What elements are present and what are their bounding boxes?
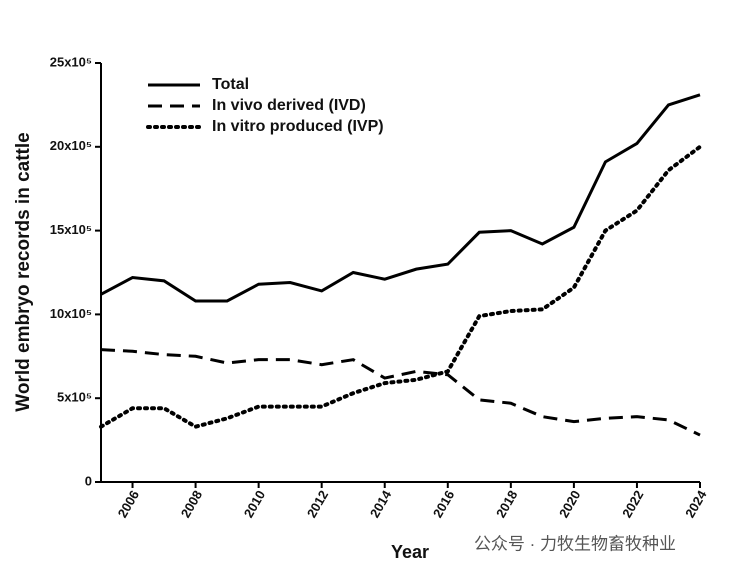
x-tick-label: 2010 (241, 488, 268, 521)
y-tick-label: 5x10⁵ (57, 390, 92, 405)
x-tick-label: 2018 (493, 488, 520, 521)
y-tick-label: 0 (85, 473, 92, 488)
y-tick-label: 25x10⁵ (50, 54, 92, 69)
legend-label: In vivo derived (IVD) (212, 97, 366, 114)
data-line (100, 348, 701, 437)
legend-label: Total (212, 76, 249, 93)
x-tick-label: 2008 (178, 488, 205, 521)
x-tick-label: 2024 (682, 487, 710, 520)
x-axis-label: Year (391, 542, 429, 562)
data-line (99, 144, 702, 429)
x-tick-label: 2020 (556, 488, 583, 521)
legend-label: In vitro produced (IVP) (212, 118, 384, 135)
y-tick-label: 20x10⁵ (50, 138, 92, 153)
y-axis-label: World embryo records in cattle (13, 132, 34, 411)
x-tick-label: 2014 (367, 487, 395, 520)
x-tick-label: 2006 (115, 488, 142, 521)
watermark: 公众号 · 力牧生物畜牧种业 (474, 534, 676, 553)
y-tick-label: 15x10⁵ (50, 222, 92, 237)
y-tick-label: 10x10⁵ (50, 306, 92, 321)
x-tick-label: 2012 (304, 488, 331, 521)
data-line (100, 93, 701, 303)
x-tick-label: 2022 (619, 488, 646, 521)
x-tick-label: 2016 (430, 488, 457, 521)
